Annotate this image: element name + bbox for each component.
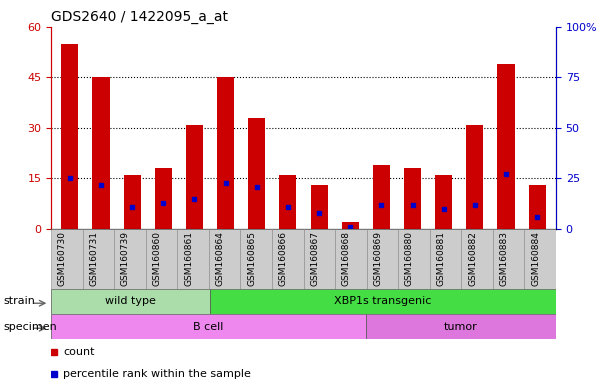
Text: percentile rank within the sample: percentile rank within the sample bbox=[63, 369, 251, 379]
Bar bbox=[462, 229, 493, 289]
Text: GSM160881: GSM160881 bbox=[436, 231, 445, 286]
Bar bbox=[209, 229, 240, 289]
Bar bbox=[83, 229, 114, 289]
Text: strain: strain bbox=[3, 296, 35, 306]
Bar bbox=[154, 168, 172, 229]
Bar bbox=[124, 175, 141, 229]
Bar bbox=[210, 289, 556, 314]
Bar bbox=[240, 229, 272, 289]
Text: count: count bbox=[63, 347, 95, 357]
Text: GSM160866: GSM160866 bbox=[279, 231, 288, 286]
Bar bbox=[525, 229, 556, 289]
Bar bbox=[373, 165, 390, 229]
Bar bbox=[493, 229, 525, 289]
Text: GSM160869: GSM160869 bbox=[373, 231, 382, 286]
Bar bbox=[404, 168, 421, 229]
Bar bbox=[304, 229, 335, 289]
Text: GSM160864: GSM160864 bbox=[216, 231, 225, 286]
Text: GSM160884: GSM160884 bbox=[531, 231, 540, 286]
Bar bbox=[366, 314, 556, 339]
Text: tumor: tumor bbox=[444, 321, 478, 331]
Bar bbox=[217, 78, 234, 229]
Bar bbox=[186, 124, 203, 229]
Text: GSM160867: GSM160867 bbox=[310, 231, 319, 286]
Text: B cell: B cell bbox=[194, 321, 224, 331]
Text: GDS2640 / 1422095_a_at: GDS2640 / 1422095_a_at bbox=[51, 10, 228, 25]
Bar bbox=[335, 229, 367, 289]
Text: XBP1s transgenic: XBP1s transgenic bbox=[334, 296, 432, 306]
Bar bbox=[342, 222, 359, 229]
Text: GSM160739: GSM160739 bbox=[121, 231, 130, 286]
Bar bbox=[114, 229, 146, 289]
Text: wild type: wild type bbox=[105, 296, 156, 306]
Bar bbox=[51, 289, 210, 314]
Text: GSM160868: GSM160868 bbox=[342, 231, 351, 286]
Text: GSM160730: GSM160730 bbox=[58, 231, 67, 286]
Bar bbox=[51, 314, 366, 339]
Text: GSM160883: GSM160883 bbox=[499, 231, 508, 286]
Bar bbox=[529, 185, 546, 229]
Bar bbox=[466, 124, 483, 229]
Bar bbox=[272, 229, 304, 289]
Text: GSM160731: GSM160731 bbox=[90, 231, 99, 286]
Bar bbox=[51, 229, 83, 289]
Bar bbox=[498, 64, 514, 229]
Bar bbox=[367, 229, 398, 289]
Bar bbox=[279, 175, 296, 229]
Bar bbox=[93, 78, 109, 229]
Bar bbox=[430, 229, 462, 289]
Bar bbox=[248, 118, 265, 229]
Bar bbox=[398, 229, 430, 289]
Bar bbox=[435, 175, 453, 229]
Text: GSM160880: GSM160880 bbox=[405, 231, 414, 286]
Text: GSM160861: GSM160861 bbox=[184, 231, 193, 286]
Text: GSM160882: GSM160882 bbox=[468, 231, 477, 286]
Text: GSM160860: GSM160860 bbox=[153, 231, 162, 286]
Bar bbox=[146, 229, 177, 289]
Bar bbox=[311, 185, 328, 229]
Text: GSM160865: GSM160865 bbox=[247, 231, 256, 286]
Text: specimen: specimen bbox=[3, 321, 56, 331]
Bar bbox=[177, 229, 209, 289]
Bar bbox=[61, 44, 78, 229]
